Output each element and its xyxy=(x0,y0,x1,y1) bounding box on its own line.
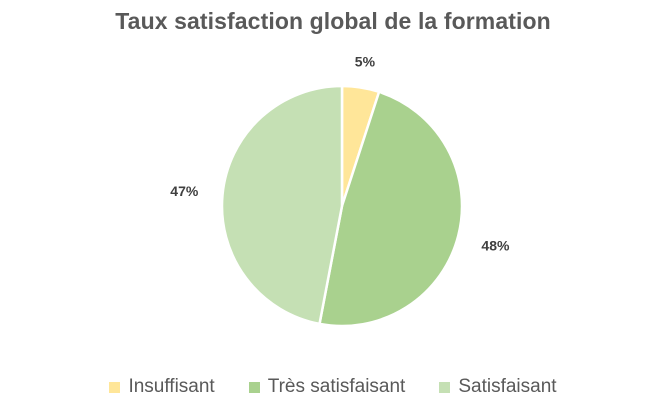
legend-label-satisfaisant: Satisfaisant xyxy=(458,376,557,397)
data-label-insuffisant: 5% xyxy=(355,53,376,69)
pie-slice-tres-satisfaisant xyxy=(318,90,464,328)
pie-slice-satisfaisant xyxy=(220,84,344,326)
legend-swatch-satisfaisant xyxy=(439,381,451,393)
pie-slices xyxy=(220,84,464,328)
legend-item-insuffisant: Insuffisant xyxy=(109,376,215,398)
legend-item-tres-satisfaisant: Très satisfaisant xyxy=(248,376,406,398)
data-label-satisfaisant: 47% xyxy=(170,183,199,199)
pie-data-labels: 5% 48% 47% xyxy=(170,53,510,253)
data-label-tres-satisfaisant: 48% xyxy=(481,237,510,253)
legend-swatch-insuffisant xyxy=(109,381,121,393)
chart-legend: Insuffisant Très satisfaisant Satisfaisa… xyxy=(0,376,666,398)
chart-title: Taux satisfaction global de la formation xyxy=(115,8,551,34)
legend-label-tres-satisfaisant: Très satisfaisant xyxy=(267,376,406,397)
legend-item-satisfaisant: Satisfaisant xyxy=(439,376,557,398)
legend-label-insuffisant: Insuffisant xyxy=(128,376,215,397)
legend-swatch-tres-satisfaisant xyxy=(248,381,260,393)
